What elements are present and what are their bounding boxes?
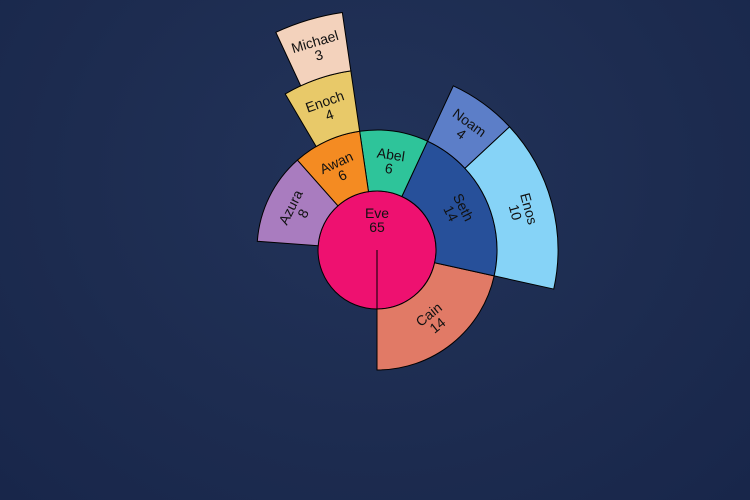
label-value-enos: 10 xyxy=(506,203,526,222)
wedge-azura[interactable] xyxy=(256,159,339,247)
wedge-michael[interactable] xyxy=(275,11,352,87)
label-value-seth: 14 xyxy=(440,203,461,224)
label-value-abel: 6 xyxy=(384,160,394,177)
wedge-abel[interactable] xyxy=(359,129,429,198)
label-name-abel: Abel xyxy=(376,145,406,165)
wedge-enos[interactable] xyxy=(464,126,559,290)
label-value-eve: 65 xyxy=(369,219,385,235)
wedge-noam[interactable] xyxy=(426,85,511,169)
label-name-eve: Eve xyxy=(365,205,389,221)
wedge-cain[interactable] xyxy=(376,262,495,371)
